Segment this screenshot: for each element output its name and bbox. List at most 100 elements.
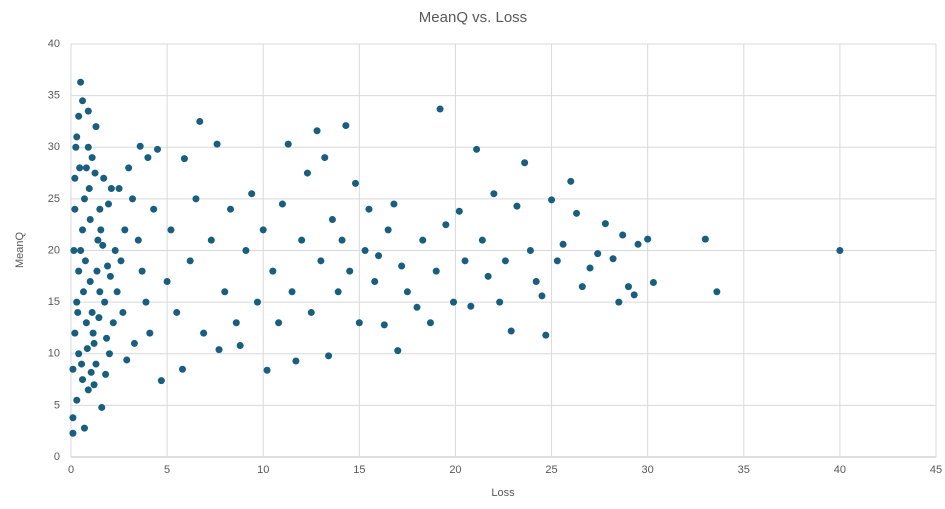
point (97, 226, 105, 234)
point (71, 205, 79, 213)
point (69, 414, 77, 422)
point (113, 288, 121, 296)
point (81, 257, 89, 265)
point (94, 236, 102, 244)
point (473, 145, 481, 153)
y-tick-label: 30 (48, 141, 60, 153)
point (134, 236, 142, 244)
point (196, 117, 204, 125)
point (117, 257, 125, 265)
point (403, 288, 411, 296)
point (526, 247, 534, 254)
point (75, 267, 83, 275)
point (90, 339, 98, 347)
point (496, 298, 504, 306)
point (259, 226, 267, 234)
point (121, 226, 129, 234)
point (84, 386, 92, 394)
point (334, 288, 342, 296)
point (701, 235, 709, 243)
point (71, 329, 79, 337)
point (192, 195, 200, 203)
point (275, 319, 283, 327)
point (227, 205, 235, 213)
point (178, 365, 186, 373)
point (567, 177, 575, 185)
x-tick-label: 10 (257, 464, 269, 476)
x-axis-title: Loss (491, 487, 515, 499)
point (105, 350, 113, 358)
point (78, 360, 86, 368)
point (573, 209, 581, 217)
point (426, 319, 434, 327)
point (123, 356, 131, 364)
x-tick-label: 0 (68, 464, 74, 476)
point (129, 195, 137, 203)
point (107, 185, 115, 193)
point (180, 155, 188, 163)
point (436, 105, 444, 113)
y-tick-label: 35 (48, 90, 60, 102)
point (513, 202, 521, 210)
point (101, 298, 109, 306)
point (200, 329, 208, 337)
point (73, 133, 81, 141)
point (86, 277, 94, 285)
point (74, 308, 82, 316)
point (578, 283, 586, 291)
point (150, 205, 158, 213)
point (109, 319, 117, 327)
point (77, 247, 85, 254)
point (98, 403, 106, 411)
point (80, 195, 88, 203)
point (76, 164, 84, 172)
point (355, 319, 363, 327)
point (532, 277, 540, 285)
point (99, 241, 107, 249)
point (69, 429, 77, 437)
point (119, 308, 127, 316)
point (85, 185, 93, 193)
point (69, 365, 77, 373)
chart-title: MeanQ vs. Loss (419, 9, 527, 26)
point (380, 321, 388, 329)
point (624, 283, 632, 291)
point (106, 272, 114, 280)
point (442, 221, 450, 229)
point (95, 314, 103, 322)
point (586, 264, 594, 272)
point (93, 267, 101, 275)
point (278, 200, 286, 208)
point (413, 303, 421, 311)
point (88, 154, 96, 162)
point (538, 292, 546, 300)
point (521, 159, 529, 167)
point (102, 370, 110, 378)
x-tick-label: 5 (164, 464, 170, 476)
point (154, 145, 161, 153)
point (144, 154, 152, 162)
point (490, 190, 498, 198)
x-tick-label: 40 (834, 464, 846, 476)
point (325, 352, 333, 360)
point (90, 381, 98, 389)
point (89, 329, 97, 337)
point (125, 164, 133, 172)
point (634, 240, 642, 248)
point (461, 257, 469, 265)
point (207, 236, 215, 244)
point (215, 346, 223, 354)
point (432, 267, 440, 275)
point (86, 216, 94, 224)
point (92, 123, 100, 131)
point (157, 377, 165, 385)
point (79, 288, 87, 296)
point (115, 185, 123, 193)
point (836, 247, 844, 254)
point (163, 277, 171, 285)
point (138, 267, 146, 275)
point (365, 205, 373, 213)
point (103, 334, 111, 342)
point (248, 190, 256, 198)
